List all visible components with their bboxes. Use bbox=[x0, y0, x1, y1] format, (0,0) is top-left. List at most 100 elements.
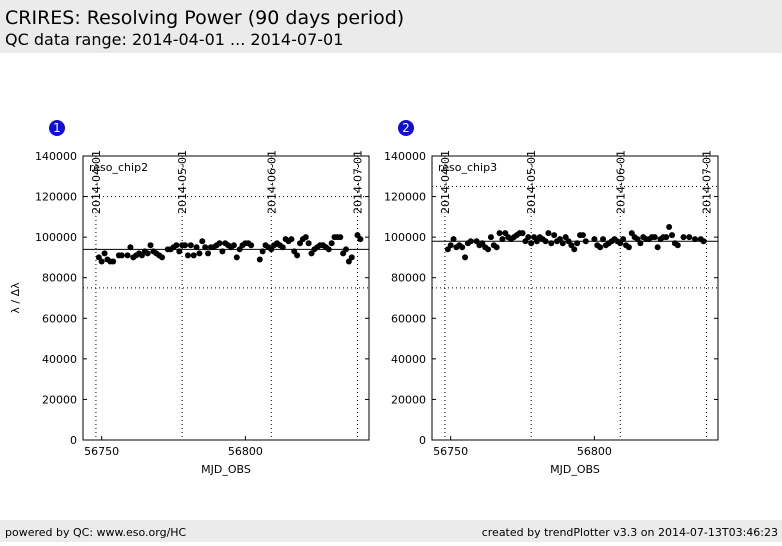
data-point bbox=[462, 254, 469, 261]
data-point bbox=[674, 242, 681, 249]
data-point bbox=[147, 242, 154, 249]
page-subtitle: QC data range: 2014-04-01 ... 2014-07-01 bbox=[5, 30, 343, 49]
data-point bbox=[571, 246, 578, 253]
data-point bbox=[666, 224, 673, 230]
data-point bbox=[663, 234, 670, 241]
panel-number: 1 bbox=[53, 121, 61, 135]
y-tick-label: 120000 bbox=[384, 191, 426, 204]
data-point bbox=[101, 250, 108, 257]
data-point bbox=[447, 242, 454, 249]
top-tick-label: 2014-07-01 bbox=[352, 150, 365, 214]
data-point bbox=[205, 250, 212, 257]
data-point bbox=[176, 248, 183, 255]
page-title: CRIRES: Resolving Power (90 days period) bbox=[5, 7, 404, 29]
data-point bbox=[343, 246, 350, 253]
data-point bbox=[700, 238, 707, 245]
data-point bbox=[487, 234, 494, 241]
data-point bbox=[692, 236, 699, 243]
top-tick-label: 2014-04-01 bbox=[90, 150, 103, 214]
y-tick-label: 0 bbox=[419, 434, 426, 447]
y-tick-label: 40000 bbox=[42, 353, 77, 366]
data-point bbox=[279, 244, 286, 251]
data-point bbox=[182, 242, 189, 249]
x-axis-label: MJD_OBS bbox=[550, 463, 600, 476]
data-point bbox=[98, 258, 105, 265]
y-tick-label: 40000 bbox=[391, 353, 426, 366]
y-tick-label: 0 bbox=[70, 434, 77, 447]
data-point bbox=[597, 244, 604, 251]
data-point bbox=[124, 252, 131, 259]
data-point bbox=[496, 230, 503, 237]
data-point bbox=[196, 250, 203, 257]
data-point bbox=[259, 248, 266, 255]
data-point bbox=[545, 230, 552, 237]
data-point bbox=[288, 236, 295, 243]
y-tick-label: 100000 bbox=[35, 231, 77, 244]
data-point bbox=[591, 236, 598, 243]
top-tick-label: 2014-07-01 bbox=[701, 150, 714, 214]
y-tick-label: 140000 bbox=[384, 150, 426, 163]
data-point bbox=[528, 240, 535, 247]
data-point bbox=[328, 240, 335, 247]
header-band bbox=[0, 0, 782, 53]
data-point bbox=[651, 234, 658, 241]
plot-frame bbox=[82, 155, 370, 441]
top-tick-label: 2014-06-01 bbox=[265, 150, 278, 214]
data-point bbox=[199, 238, 206, 245]
data-point bbox=[302, 234, 309, 241]
data-point bbox=[542, 238, 549, 245]
data-point bbox=[294, 252, 301, 259]
data-point bbox=[686, 234, 693, 241]
footer-band bbox=[0, 520, 782, 542]
data-point bbox=[202, 244, 209, 251]
data-point bbox=[669, 232, 676, 239]
x-tick-label: 56750 bbox=[84, 445, 119, 458]
data-point bbox=[579, 232, 586, 239]
data-point bbox=[450, 236, 457, 243]
data-point bbox=[118, 252, 125, 259]
plot-frame bbox=[431, 155, 719, 441]
data-point bbox=[620, 236, 627, 243]
data-point bbox=[230, 242, 237, 249]
data-point bbox=[305, 240, 312, 247]
panel-number: 2 bbox=[402, 121, 410, 135]
data-point bbox=[493, 244, 500, 251]
data-point bbox=[625, 244, 632, 251]
x-tick-label: 56800 bbox=[228, 445, 263, 458]
top-tick-label: 2014-06-01 bbox=[614, 150, 627, 214]
data-point bbox=[110, 258, 117, 265]
data-point bbox=[357, 236, 364, 243]
y-tick-label: 120000 bbox=[35, 191, 77, 204]
y-tick-label: 80000 bbox=[391, 272, 426, 285]
y-axis-label: λ / Δλ bbox=[9, 282, 22, 314]
data-point bbox=[548, 240, 555, 247]
panel-label: reso_chip3 bbox=[438, 161, 497, 174]
data-point bbox=[184, 252, 191, 259]
data-point bbox=[519, 230, 526, 237]
top-tick-label: 2014-04-01 bbox=[439, 150, 452, 214]
data-point bbox=[559, 240, 566, 247]
y-tick-label: 140000 bbox=[35, 150, 77, 163]
data-point bbox=[173, 242, 180, 249]
data-point bbox=[582, 238, 589, 245]
data-point bbox=[348, 254, 355, 261]
data-point bbox=[467, 238, 474, 245]
y-tick-label: 20000 bbox=[42, 393, 77, 406]
data-point bbox=[459, 244, 466, 251]
y-tick-label: 100000 bbox=[384, 231, 426, 244]
top-tick-label: 2014-05-01 bbox=[525, 150, 538, 214]
data-point bbox=[187, 242, 194, 249]
data-point bbox=[190, 252, 197, 259]
data-point bbox=[219, 248, 226, 255]
data-point bbox=[159, 254, 166, 261]
y-tick-label: 20000 bbox=[391, 393, 426, 406]
data-point bbox=[233, 254, 240, 261]
data-point bbox=[525, 234, 532, 241]
data-point bbox=[193, 244, 200, 251]
data-point bbox=[127, 244, 134, 251]
panel-label: reso_chip2 bbox=[89, 161, 148, 174]
panel-badge bbox=[49, 120, 65, 136]
data-point bbox=[485, 246, 492, 253]
data-point bbox=[574, 240, 581, 247]
